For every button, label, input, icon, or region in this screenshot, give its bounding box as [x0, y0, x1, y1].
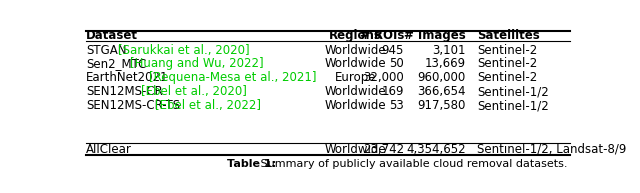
Text: STGAN: STGAN [86, 44, 127, 57]
Text: # Images: # Images [404, 29, 466, 42]
Text: SEN12MS-CR-TS: SEN12MS-CR-TS [86, 99, 180, 112]
Text: 945: 945 [381, 44, 404, 57]
Text: SEN12MS-CR: SEN12MS-CR [86, 85, 163, 98]
Text: EarthNet2021: EarthNet2021 [86, 71, 169, 84]
Text: Sen2_MTC: Sen2_MTC [86, 58, 147, 70]
Text: Sentinel-1/2, Landsat-8/9: Sentinel-1/2, Landsat-8/9 [477, 143, 626, 156]
Text: 53: 53 [389, 99, 404, 112]
Text: Satellites: Satellites [477, 29, 540, 42]
Text: Sentinel-1/2: Sentinel-1/2 [477, 99, 548, 112]
Text: [Ebel et al., 2022]: [Ebel et al., 2022] [155, 99, 261, 112]
Text: Worldwide: Worldwide [324, 44, 386, 57]
Text: Worldwide: Worldwide [324, 85, 386, 98]
Text: Sentinel-1/2: Sentinel-1/2 [477, 85, 548, 98]
Text: 3,101: 3,101 [433, 44, 466, 57]
Text: 960,000: 960,000 [418, 71, 466, 84]
Text: 169: 169 [381, 85, 404, 98]
Text: [Huang and Wu, 2022]: [Huang and Wu, 2022] [131, 58, 264, 70]
Text: 32,000: 32,000 [364, 71, 404, 84]
Text: Europe: Europe [334, 71, 376, 84]
Text: Table 1:: Table 1: [227, 159, 276, 169]
Text: 50: 50 [389, 58, 404, 70]
Text: Worldwide: Worldwide [324, 143, 386, 156]
Text: Regions: Regions [329, 29, 381, 42]
Text: AllClear: AllClear [86, 143, 132, 156]
Text: Summary of publicly available cloud removal datasets.: Summary of publicly available cloud remo… [257, 159, 567, 169]
Text: [Ebel et al., 2020]: [Ebel et al., 2020] [141, 85, 247, 98]
Text: 23,742: 23,742 [363, 143, 404, 156]
Text: Worldwide: Worldwide [324, 58, 386, 70]
Text: 917,580: 917,580 [417, 99, 466, 112]
Text: 4,354,652: 4,354,652 [406, 143, 466, 156]
Text: Worldwide: Worldwide [324, 99, 386, 112]
Text: Dataset: Dataset [86, 29, 138, 42]
Text: 366,654: 366,654 [417, 85, 466, 98]
Text: Sentinel-2: Sentinel-2 [477, 58, 537, 70]
Text: [Requena-Mesa et al., 2021]: [Requena-Mesa et al., 2021] [149, 71, 316, 84]
Text: 13,669: 13,669 [425, 58, 466, 70]
Text: # ROIs: # ROIs [360, 29, 404, 42]
Text: Sentinel-2: Sentinel-2 [477, 71, 537, 84]
Text: [Sarukkai et al., 2020]: [Sarukkai et al., 2020] [118, 44, 250, 57]
Text: Sentinel-2: Sentinel-2 [477, 44, 537, 57]
